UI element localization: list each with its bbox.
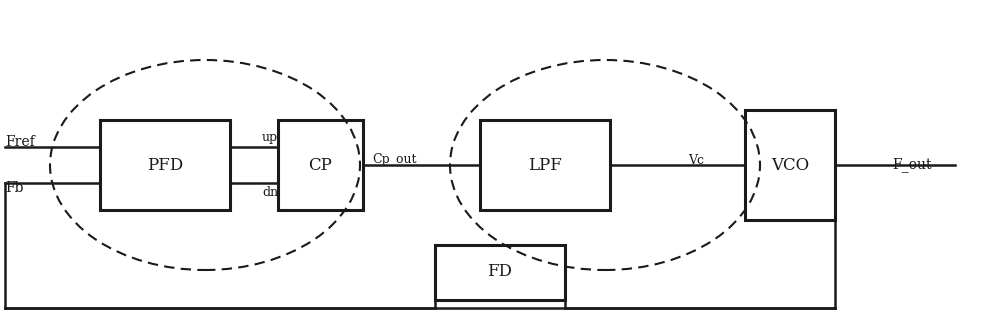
Text: Vc: Vc — [688, 154, 704, 166]
Text: F_out: F_out — [892, 157, 932, 172]
Bar — [435, 244, 565, 300]
Text: dn: dn — [262, 186, 278, 198]
Text: Fref: Fref — [5, 135, 35, 149]
Text: FD: FD — [488, 263, 512, 281]
Bar — [100, 120, 230, 210]
Text: VCO: VCO — [771, 156, 809, 173]
Text: PFD: PFD — [147, 156, 183, 173]
Text: LPF: LPF — [528, 156, 562, 173]
Text: up: up — [262, 131, 278, 143]
Text: Fb: Fb — [5, 181, 24, 195]
Text: Cp_out: Cp_out — [372, 154, 416, 166]
Bar — [745, 110, 835, 220]
Bar — [278, 120, 363, 210]
Text: CP: CP — [308, 156, 332, 173]
Bar — [480, 120, 610, 210]
